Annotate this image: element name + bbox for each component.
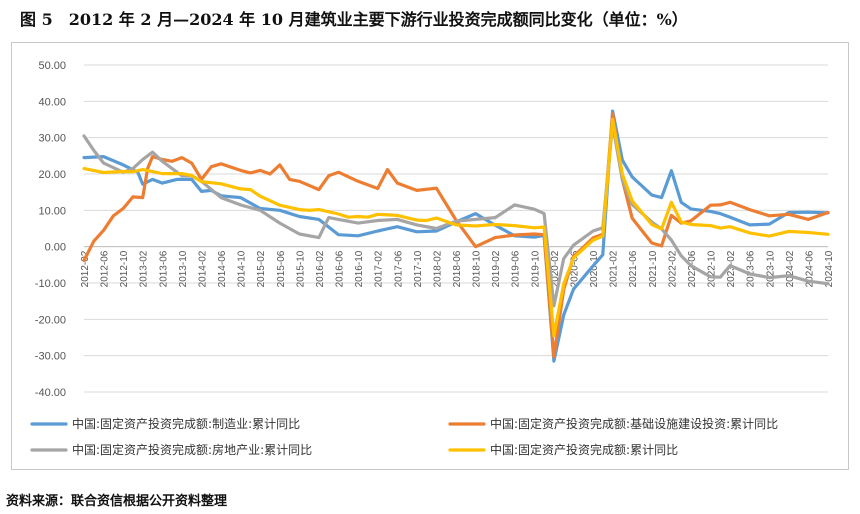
x-tick-label: 2015-06 <box>276 250 287 287</box>
x-axis: 2012-02 2012-06 2012-10 2013-02 2013-06 2013-… <box>80 250 835 287</box>
source-note: 资料来源：联合资信根据公开资料整理 <box>6 494 228 509</box>
x-tick-label: 2024-10 <box>824 250 835 287</box>
x-tick-label: 2021-06 <box>628 250 639 287</box>
x-tick-label: 2015-10 <box>295 250 306 287</box>
y-tick-label: -20.00 <box>35 314 66 326</box>
x-tick-label: 2012-10 <box>119 250 130 287</box>
x-tick-label: 2016-02 <box>315 250 326 287</box>
x-tick-label: 2023-02 <box>726 250 737 287</box>
x-tick-label: 2020-06 <box>569 250 580 287</box>
x-tick-label: 2018-06 <box>452 250 463 287</box>
y-tick-label: 30.00 <box>38 133 66 145</box>
x-tick-label: 2024-06 <box>804 250 815 287</box>
x-tick-label: 2013-10 <box>178 250 189 287</box>
legend-label-2: 中国:固定资产投资完成额:基础设施建设投资:累计同比 <box>490 416 778 431</box>
x-tick-label: 2020-02 <box>550 250 561 287</box>
x-tick-label: 2024-02 <box>785 250 796 287</box>
x-tick-label: 2023-06 <box>746 250 757 287</box>
legend: 中国:固定资产投资完成额:制造业:累计同比 中国:固定资产投资完成额:基础设施建设… <box>30 416 778 457</box>
x-tick-label: 2017-02 <box>374 250 385 287</box>
x-tick-label: 2019-10 <box>530 250 541 287</box>
x-tick-label: 2022-06 <box>687 250 698 287</box>
y-tick-label: -40.00 <box>35 387 66 399</box>
y-axis: 50.00 40.00 30.00 20.00 10.00 0.00 -10.00 -20.0… <box>35 60 66 399</box>
y-tick-label: -10.00 <box>35 278 66 290</box>
legend-label-4: 中国:固定资产投资完成额:累计同比 <box>490 442 678 457</box>
x-tick-label: 2017-06 <box>393 250 404 287</box>
series-line-2 <box>82 112 830 359</box>
chart-frame <box>11 42 849 470</box>
x-tick-label: 2016-06 <box>335 250 346 287</box>
x-tick-label: 2012-02 <box>80 250 91 287</box>
x-tick-label: 2017-10 <box>413 250 424 287</box>
x-tick-label: 2022-02 <box>667 250 678 287</box>
y-tick-label: 20.00 <box>38 169 66 181</box>
x-tick-label: 2015-02 <box>256 250 267 287</box>
x-tick-label: 2016-10 <box>354 250 365 287</box>
y-tick-label: -30.00 <box>35 351 66 363</box>
legend-label-1: 中国:固定资产投资完成额:制造业:累计同比 <box>72 416 300 431</box>
x-tick-label: 2020-10 <box>589 250 600 287</box>
x-tick-label: 2019-06 <box>511 250 522 287</box>
x-tick-label: 2012-06 <box>100 250 111 287</box>
x-tick-label: 2014-02 <box>197 250 208 287</box>
series-line-4 <box>82 117 830 338</box>
x-tick-label: 2022-10 <box>707 250 718 287</box>
x-tick-label: 2013-02 <box>139 250 150 287</box>
x-tick-label: 2021-02 <box>609 250 620 287</box>
y-tick-label: 40.00 <box>38 96 66 108</box>
x-tick-label: 2014-06 <box>217 250 228 287</box>
grid-lines <box>84 64 828 393</box>
x-tick-label: 2021-10 <box>648 250 659 287</box>
x-tick-label: 2018-10 <box>472 250 483 287</box>
x-tick-label: 2018-02 <box>432 250 443 287</box>
x-tick-label: 2014-10 <box>237 250 248 287</box>
chart-title: 图 5 2012 年 2 月—2024 年 10 月建筑业主要下游行业投资完成额… <box>20 10 688 29</box>
x-tick-label: 2013-06 <box>158 250 169 287</box>
legend-label-3: 中国:固定资产投资完成额:房地产业:累计同比 <box>72 442 312 457</box>
y-tick-label: 50.00 <box>38 60 66 72</box>
y-tick-label: 0.00 <box>45 242 66 254</box>
x-tick-label: 2019-02 <box>491 250 502 287</box>
series-lines <box>82 109 830 363</box>
x-tick-label: 2023-10 <box>765 250 776 287</box>
series-line-1 <box>82 109 830 363</box>
y-tick-label: 10.00 <box>38 205 66 217</box>
